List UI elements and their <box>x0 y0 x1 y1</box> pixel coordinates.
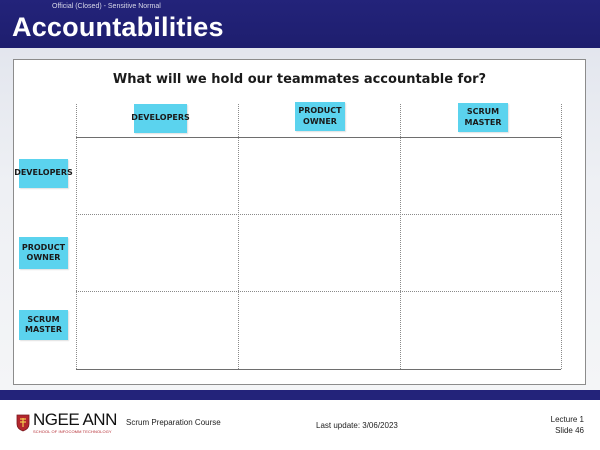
column-header-developers: DEVELOPERS <box>131 104 190 133</box>
row-header-product-owner: PRODUCT OWNER <box>19 237 68 269</box>
ngee-ann-crest-icon <box>16 414 30 432</box>
school-logo-text: NGEE ANN <box>33 410 117 429</box>
column-header-label-line1: PRODUCT <box>298 106 342 116</box>
grid-line-v1 <box>76 104 77 369</box>
school-logo-subtitle: SCHOOL OF INFOCOMM TECHNOLOGY <box>33 429 112 434</box>
grid-line-v2 <box>238 104 239 369</box>
grid-line-v3 <box>400 104 401 369</box>
column-header-product-owner: PRODUCT OWNER <box>295 102 345 131</box>
slide-title: Accountabilities <box>12 12 224 42</box>
column-header-label-line2: OWNER <box>303 116 337 126</box>
classification-label: Official (Closed) - Sensitive Normal <box>52 3 161 10</box>
last-update: Last update: 3/06/2023 <box>316 421 398 430</box>
matrix-title: What will we hold our teammates accounta… <box>112 72 487 87</box>
row-header-label-line2: MASTER <box>25 325 62 334</box>
row-header-label-line1: PRODUCT <box>21 242 66 252</box>
column-header-label-line1: SCRUM <box>466 107 500 117</box>
slide-number: Slide 46 <box>555 426 584 436</box>
column-header-scrum-master: SCRUM MASTER <box>458 103 508 132</box>
row-header-label-line2: OWNER <box>26 253 61 262</box>
row-header-label: DEVELOPERS <box>14 168 73 178</box>
column-header-label-line2: MASTER <box>464 117 502 127</box>
row-header-label-line1: SCRUM <box>27 314 60 324</box>
grid-line-v4 <box>561 104 562 369</box>
lecture-number: Lecture 1 <box>550 415 584 424</box>
footer-band <box>0 390 600 400</box>
matrix-grid <box>14 60 585 384</box>
slide-footer: NGEE ANN SCHOOL OF INFOCOMM TECHNOLOGY S… <box>0 400 600 450</box>
grid-header-line <box>76 137 561 138</box>
grid-line-h2 <box>76 291 561 292</box>
grid-bottom-line <box>76 369 561 370</box>
column-header-label: DEVELOPERS <box>131 113 190 123</box>
lecture-info: Lecture 1 Slide 46 <box>551 414 584 436</box>
accountability-matrix-card: What will we hold our teammates accounta… <box>13 59 586 385</box>
header-band: Official (Closed) - Sensitive Normal Acc… <box>0 0 600 48</box>
row-header-developers: DEVELOPERS <box>14 159 73 188</box>
grid-line-h1 <box>76 214 561 215</box>
course-name: Scrum Preparation Course <box>126 418 221 427</box>
row-header-scrum-master: SCRUM MASTER <box>19 310 68 340</box>
